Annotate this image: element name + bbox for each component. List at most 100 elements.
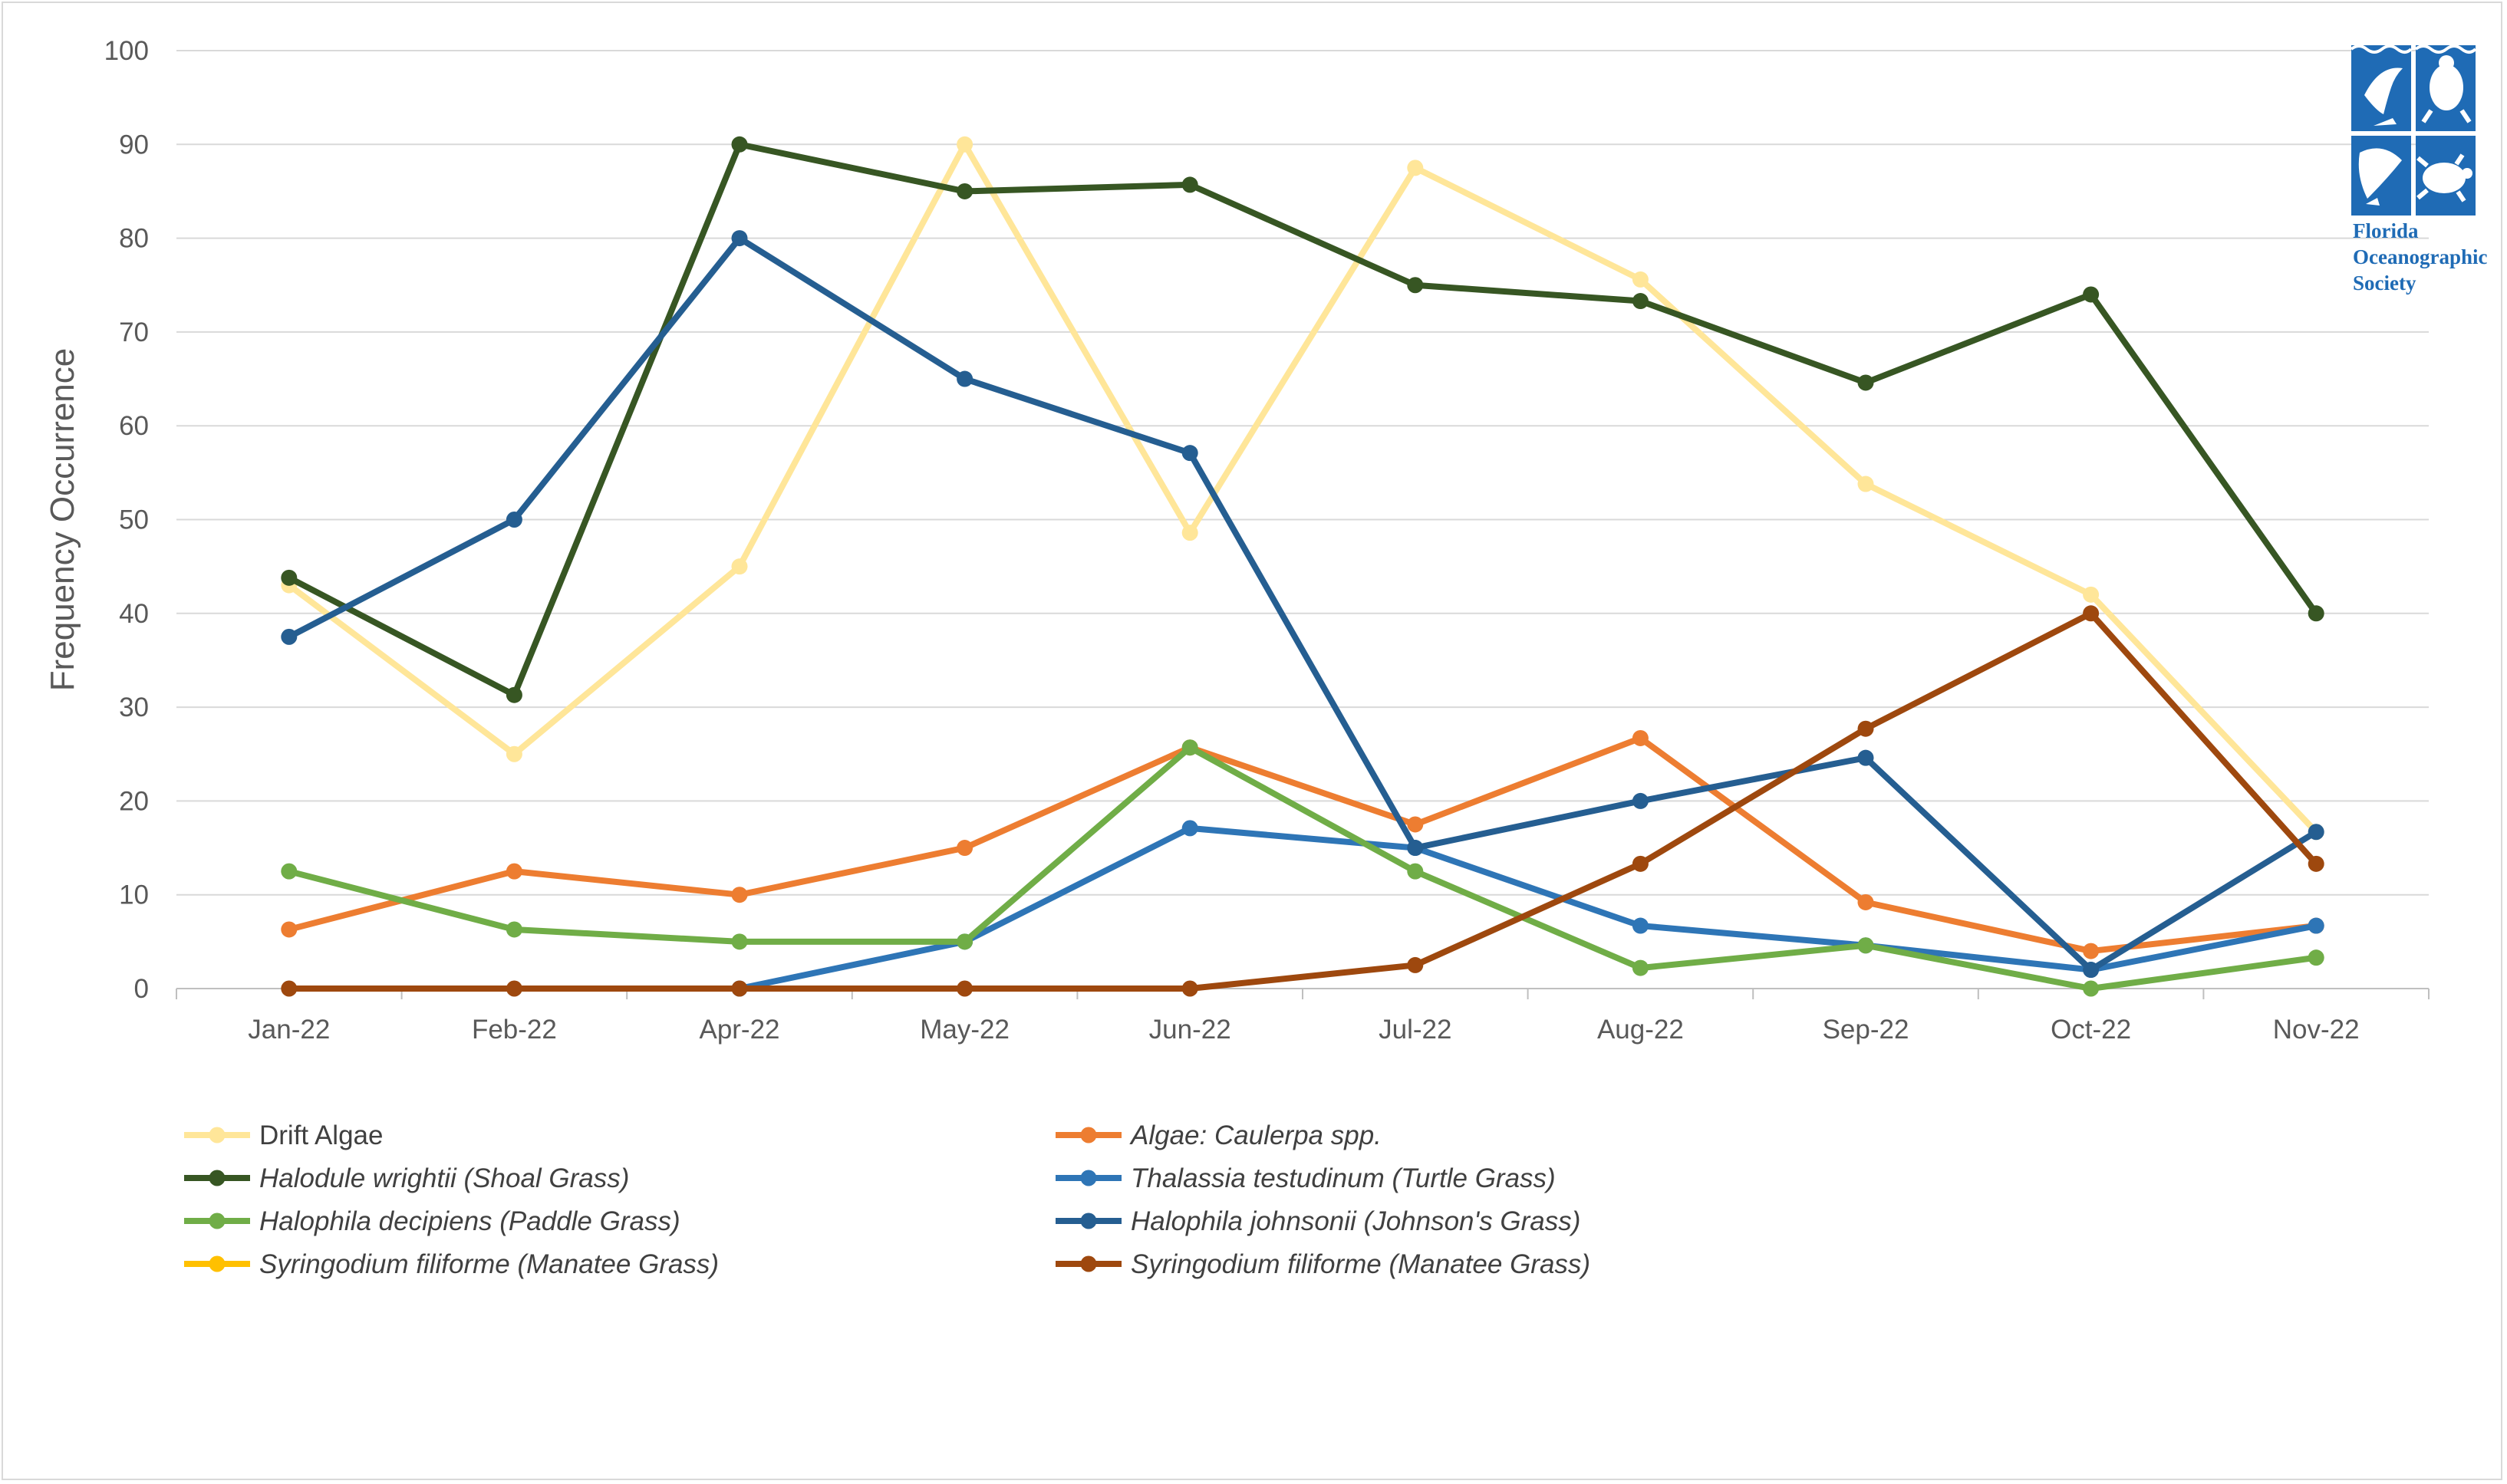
data-point xyxy=(281,980,298,997)
data-point xyxy=(957,980,973,997)
x-tick-label: Nov-22 xyxy=(2273,1015,2360,1045)
legend-entry: Drift Algae xyxy=(184,1120,383,1150)
data-point xyxy=(506,863,522,880)
legend-entry: Syringodium filiforme (Manatee Grass) xyxy=(184,1249,719,1279)
data-point xyxy=(957,370,973,387)
data-point xyxy=(506,686,522,703)
y-tick-label: 100 xyxy=(104,36,149,66)
logo-text-line-1: Florida xyxy=(2353,219,2419,242)
data-point xyxy=(1632,959,1649,976)
data-point xyxy=(957,183,973,199)
data-point xyxy=(2083,605,2100,622)
y-tick-label: 50 xyxy=(119,505,149,535)
x-tick-label: Apr-22 xyxy=(699,1015,779,1045)
logo-text-line-3: Society xyxy=(2353,271,2416,294)
data-point xyxy=(2083,980,2100,997)
data-point xyxy=(1857,475,1874,492)
x-tick-label: Oct-22 xyxy=(2051,1015,2131,1045)
data-point xyxy=(731,558,748,575)
series-line xyxy=(285,610,2320,992)
data-point xyxy=(506,745,522,762)
data-point xyxy=(1407,816,1424,833)
data-point xyxy=(957,136,973,153)
y-tick-label: 10 xyxy=(119,880,149,910)
data-point xyxy=(506,921,522,938)
data-point xyxy=(281,921,298,938)
y-tick-label: 0 xyxy=(134,974,149,1004)
legend-label: Thalassia testudinum (Turtle Grass) xyxy=(1131,1163,1556,1193)
data-point xyxy=(1181,525,1198,541)
legend-swatch-marker xyxy=(209,1255,226,1272)
x-tick-label: Aug-22 xyxy=(1597,1015,1684,1045)
series-2 xyxy=(281,136,2324,703)
data-point xyxy=(2308,949,2324,966)
legend-swatch-marker xyxy=(1080,1127,1097,1143)
data-point xyxy=(1857,720,1874,737)
florida-oceanographic-society-logo-icon xyxy=(2350,44,2477,216)
data-point xyxy=(2083,943,2100,959)
data-point xyxy=(1857,749,1874,766)
data-point xyxy=(1181,739,1198,756)
data-point xyxy=(1632,792,1649,809)
legend-entry: Halodule wrightii (Shoal Grass) xyxy=(184,1163,629,1193)
data-point xyxy=(957,840,973,857)
data-point xyxy=(1181,820,1198,837)
x-tick-label: Sep-22 xyxy=(1823,1015,1909,1045)
y-tick-label: 90 xyxy=(119,130,149,160)
series-7 xyxy=(281,605,2324,997)
data-point xyxy=(1632,917,1649,934)
legend-label: Algae: Caulerpa spp. xyxy=(1129,1120,1382,1150)
data-point xyxy=(1407,863,1424,880)
series-5 xyxy=(281,230,2324,979)
y-tick-label: 80 xyxy=(119,224,149,254)
data-point xyxy=(731,933,748,950)
data-point xyxy=(1407,277,1424,294)
data-point xyxy=(2083,586,2100,603)
data-point xyxy=(1407,956,1424,973)
legend-swatch-marker xyxy=(1080,1170,1097,1186)
data-point xyxy=(1407,840,1424,857)
series-line xyxy=(285,744,2320,992)
series-line xyxy=(285,735,2320,955)
data-point xyxy=(281,863,298,880)
data-point xyxy=(1181,176,1198,193)
series-line xyxy=(285,141,2320,835)
series-line xyxy=(285,141,2320,699)
y-tick-label: 20 xyxy=(119,786,149,816)
legend-label: Syringodium filiforme (Manatee Grass) xyxy=(259,1249,719,1279)
y-axis-title: Frequency Occurrence xyxy=(44,348,81,692)
data-point xyxy=(1632,855,1649,872)
series-1 xyxy=(281,729,2324,959)
legend-swatch-marker xyxy=(1080,1255,1097,1272)
legend-label: Halophila decipiens (Paddle Grass) xyxy=(259,1206,680,1236)
axes: 0 10 20 30 40 50 60 70 80 90 100 Jan-22 Feb-22 Apr-22… xyxy=(44,36,2430,1045)
series-0 xyxy=(281,136,2324,841)
legend-swatch-marker xyxy=(209,1127,226,1143)
data-point xyxy=(506,980,522,997)
data-point xyxy=(1632,729,1649,746)
series-line xyxy=(736,824,2320,992)
x-tick-label: Jun-22 xyxy=(1149,1015,1231,1045)
y-tick-label: 60 xyxy=(119,411,149,441)
data-point xyxy=(2308,855,2324,872)
y-tick-label: 30 xyxy=(119,693,149,722)
data-point xyxy=(506,512,522,528)
legend-entry: Halophila johnsonii (Johnson's Grass) xyxy=(1056,1206,1580,1236)
data-point xyxy=(1632,293,1649,310)
x-tick-label: Jan-22 xyxy=(248,1015,330,1045)
data-point xyxy=(1857,374,1874,391)
legend-swatch-marker xyxy=(209,1170,226,1186)
legend-entry: Algae: Caulerpa spp. xyxy=(1056,1120,1382,1150)
legend-swatch-marker xyxy=(209,1213,226,1229)
data-point xyxy=(1181,980,1198,997)
data-point xyxy=(1632,271,1649,288)
legend-entry: Thalassia testudinum (Turtle Grass) xyxy=(1056,1163,1556,1193)
data-point xyxy=(2308,824,2324,841)
x-tick-label: Jul-22 xyxy=(1379,1015,1451,1045)
data-point xyxy=(1857,893,1874,910)
legend-label: Syringodium filiforme (Manatee Grass) xyxy=(1131,1249,1590,1279)
x-tick-label: Feb-22 xyxy=(472,1015,557,1045)
x-tick-label: May-22 xyxy=(920,1015,1010,1045)
logo: Florida Oceanographic Society xyxy=(2350,44,2488,294)
